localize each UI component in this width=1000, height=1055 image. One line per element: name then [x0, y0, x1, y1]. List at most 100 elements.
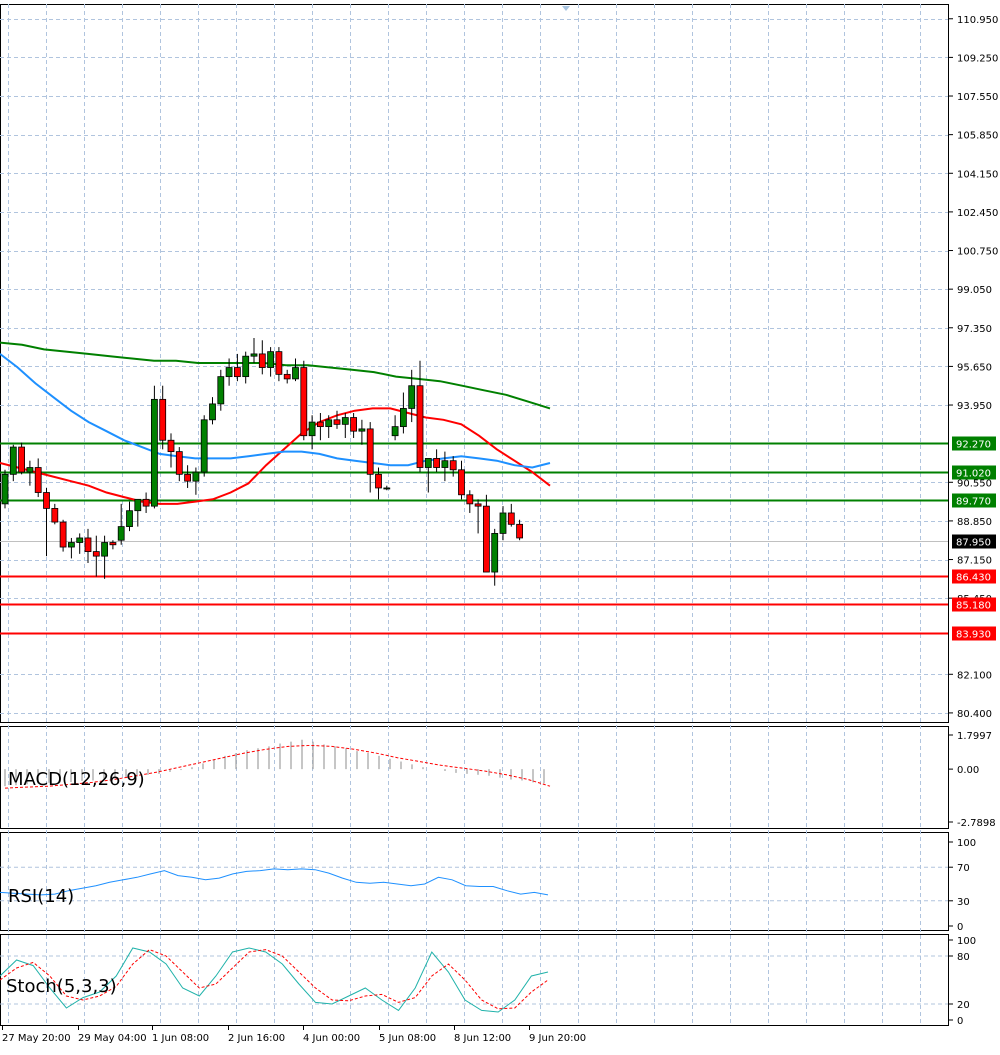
candle-body [416, 385, 424, 468]
candle-body [491, 533, 499, 573]
gridlines [0, 4, 948, 1025]
price-tick-label: 102.450 [957, 208, 998, 219]
candle-body [175, 451, 183, 475]
macd-signal-line [4, 744, 551, 789]
time-tick-label: 2 Jun 16:00 [228, 1033, 285, 1044]
candle-body [341, 417, 349, 425]
time-tick-label: 27 May 20:00 [2, 1033, 71, 1044]
price-tick-label: 109.250 [957, 53, 998, 64]
price-tick-label: 110.950 [957, 15, 998, 26]
candle-body [18, 446, 26, 473]
moving-average-line-3 [0, 341, 551, 410]
price-tick-label: 88.850 [957, 517, 992, 528]
candle-body [209, 403, 216, 421]
candle-body [433, 458, 441, 468]
resistance-2-label-bg [952, 465, 996, 480]
candle-body [200, 419, 208, 473]
candle-body [167, 439, 175, 453]
macd-label: MACD(12,26,9) [8, 769, 145, 790]
stoch-tick-label: 100 [957, 936, 976, 947]
candle-body [474, 503, 482, 507]
rsi-tick-label: 0 [957, 922, 963, 933]
candle-body [142, 498, 150, 507]
moving-average-lines [0, 341, 551, 505]
candle-body [399, 408, 407, 428]
candle-body [34, 467, 42, 493]
candle-body [325, 419, 333, 428]
price-tick-label: 104.150 [957, 169, 998, 180]
shift-marker-icon[interactable] [562, 6, 570, 11]
stoch-main-line [0, 947, 549, 1013]
resistance-2-label: 91.020 [956, 469, 991, 480]
time-tick-label: 5 Jun 08:00 [379, 1033, 436, 1044]
pane-frame-2 [0, 832, 949, 931]
candle-body [292, 367, 299, 380]
rsi-tick-label: 70 [957, 863, 970, 874]
candle-body [449, 460, 457, 471]
candle-body [26, 467, 34, 473]
candle-body [101, 542, 108, 557]
candle-body [109, 542, 117, 546]
macd-tick-label: 1.7997 [957, 731, 992, 742]
candle-body [316, 421, 324, 428]
candle-body [217, 376, 225, 405]
candle-body [68, 542, 75, 548]
resistance-3-label-bg [952, 493, 996, 508]
candle-body [516, 523, 523, 539]
candle-body [308, 421, 316, 437]
time-tick-label: 8 Jun 12:00 [454, 1033, 511, 1044]
candle-body [250, 353, 258, 357]
candle-body [76, 537, 84, 543]
candlestick-series [1, 338, 523, 586]
macd-pane: 1.7997 0.00 -2.7898 [4, 731, 996, 829]
moving-average-line-2 [0, 353, 551, 469]
macd-tick-label: 0.00 [957, 765, 979, 776]
candle-body [92, 551, 100, 557]
stoch-pane: 100 80 20 0 [0, 936, 976, 1027]
pane-frames [0, 4, 949, 1026]
stoch-tick-label: 0 [957, 1016, 963, 1027]
price-tick-label: 99.050 [957, 285, 992, 296]
pane-frame-1 [0, 726, 949, 829]
candle-body [225, 367, 233, 378]
resistance-3-label: 89.770 [956, 497, 991, 508]
candle-body [126, 510, 133, 527]
candle-body [408, 385, 416, 409]
stoch-label: Stoch(5,3,3) [6, 976, 117, 997]
candle-body [366, 428, 374, 475]
candle-body [458, 469, 465, 496]
support-resistance-lines[interactable] [0, 442, 948, 635]
candle-body [391, 426, 399, 437]
candle-body [375, 473, 382, 489]
stoch-tick-label: 20 [957, 1000, 970, 1011]
resistance-1-label: 92.270 [956, 440, 991, 451]
candle-body [275, 351, 283, 375]
candle-body [150, 398, 158, 507]
candle-body [9, 446, 17, 475]
candle-body [333, 419, 341, 425]
candle-body [1, 473, 9, 505]
support-3-label: 83.930 [956, 630, 991, 641]
candle-body [482, 505, 490, 573]
candle-body [233, 367, 241, 378]
price-tick-label: 105.850 [957, 131, 998, 142]
time-tick-label: 4 Jun 00:00 [303, 1033, 360, 1044]
time-tick-label: 9 Jun 20:00 [529, 1033, 586, 1044]
moving-average-line-1 [0, 407, 551, 505]
rsi-pane: 100 70 30 0 [0, 838, 976, 933]
price-tick-label: 93.950 [957, 401, 992, 412]
candle-body [84, 537, 92, 552]
candle-body [184, 473, 192, 482]
rsi-tick-label: 100 [957, 838, 976, 849]
candle-body [283, 373, 291, 380]
support-3-label-bg [952, 626, 996, 641]
candle-body [159, 398, 167, 441]
price-tick-label: 82.100 [957, 670, 992, 681]
candle-body [358, 428, 366, 432]
current-price-label-bg [952, 534, 996, 549]
candle-body [300, 367, 308, 437]
price-tick-label: 80.400 [957, 709, 992, 720]
candle-body [134, 498, 142, 512]
current-price-label: 87.950 [956, 538, 991, 549]
